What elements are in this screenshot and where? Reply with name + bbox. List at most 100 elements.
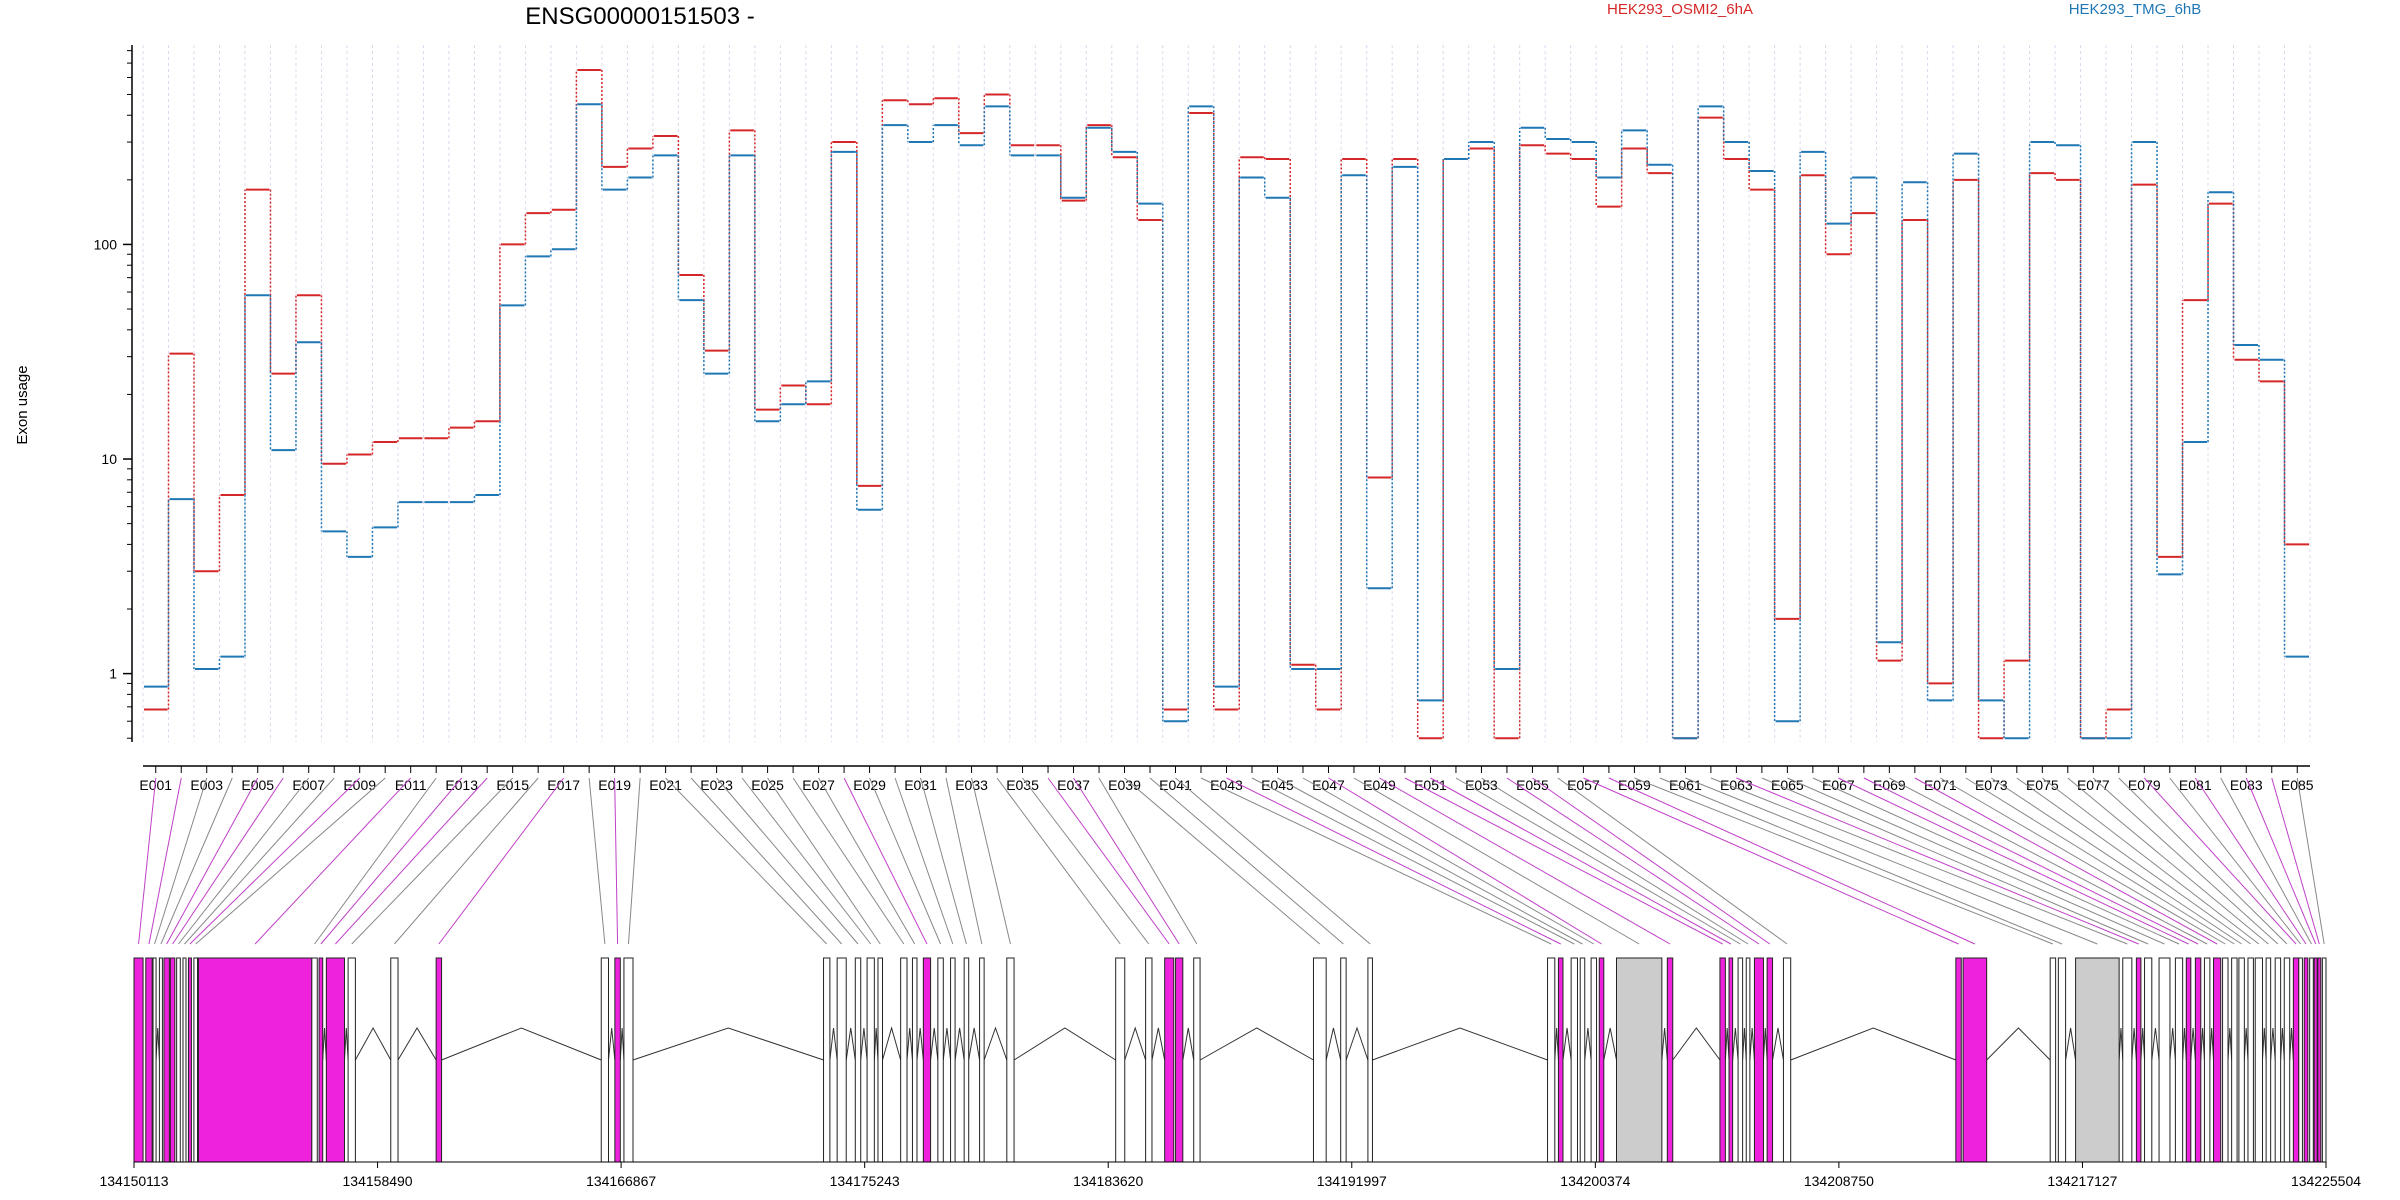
intron-line [1749, 1027, 1755, 1061]
x-tick-label: E073 [1975, 777, 2008, 793]
x-tick-label: E043 [1210, 777, 1243, 793]
intron-line [1325, 1027, 1342, 1061]
intron-line [2151, 1027, 2160, 1061]
exon-connector [1404, 777, 1723, 945]
exon-box [2274, 957, 2282, 1163]
exon-connector [394, 777, 539, 945]
intron-line [2243, 1027, 2249, 1061]
exon-box [950, 957, 956, 1163]
x-tick-label: E075 [2026, 777, 2059, 793]
x-tick-label: E077 [2077, 777, 2110, 793]
intron-line [882, 1026, 902, 1061]
genomic-tick-label: 134225504 [2291, 1173, 2361, 1189]
exon-box [1193, 957, 1201, 1163]
genomic-tick-label: 134191997 [1317, 1173, 1387, 1189]
x-tick-label: E013 [445, 777, 478, 793]
exon-box [2238, 957, 2245, 1163]
exon-connector [154, 777, 208, 945]
connector-layer [138, 777, 2325, 945]
intron-line [1762, 1027, 1768, 1061]
x-tick-label: E011 [395, 777, 427, 793]
intron-line [619, 1027, 625, 1061]
exon-box [1745, 957, 1751, 1163]
x-tick-label: E027 [802, 777, 835, 793]
intron-line [954, 1027, 965, 1061]
series-0 [144, 68, 2309, 740]
exon-connector [894, 777, 954, 945]
intron-line [1345, 1026, 1369, 1061]
exon-connector [195, 777, 386, 945]
exon-connector [1812, 777, 2180, 945]
exon-box [922, 957, 932, 1163]
exon-box [176, 957, 181, 1163]
exon-connector [1761, 777, 2149, 945]
exon-connector [1277, 777, 1583, 945]
y-axis-label: Exon usage [14, 365, 31, 444]
x-tick-label: E081 [2179, 777, 2212, 793]
intron-line [983, 1026, 1008, 1061]
gene-model [133, 957, 2327, 1163]
exon-box [1737, 957, 1744, 1163]
x-tick-label: E063 [1720, 777, 1753, 793]
exon-connector [160, 777, 233, 945]
intron-line [845, 1027, 856, 1061]
exon-box [145, 957, 153, 1163]
exon-box [2057, 957, 2067, 1163]
exon-box [163, 957, 170, 1163]
exon-box [2303, 957, 2309, 1163]
x-tick-label: E067 [1822, 777, 1855, 793]
exon-connector [1506, 777, 1760, 945]
exon-box [347, 957, 356, 1163]
exon-box [2203, 957, 2211, 1163]
exon-connector [138, 777, 157, 945]
exon-box [937, 957, 944, 1163]
intron-line [2140, 1027, 2146, 1061]
exon-connector [1124, 777, 1321, 945]
exon-connector [1379, 777, 1671, 945]
exon-connector [184, 777, 335, 945]
x-tick-label: E033 [955, 777, 988, 793]
exon-connector [1608, 777, 1976, 945]
exon-box [614, 957, 621, 1163]
exon-connector [716, 777, 859, 945]
intron-line [968, 1027, 981, 1061]
exon-box [600, 957, 610, 1163]
intron-line [1672, 1027, 1721, 1061]
exon-connector [1838, 777, 2189, 945]
intron-line [354, 1026, 392, 1061]
exon-box [2212, 957, 2222, 1163]
exon-box [318, 957, 324, 1163]
x-tick-label: E055 [1516, 777, 1549, 793]
exon-box [1145, 957, 1153, 1163]
exon-box [979, 957, 985, 1163]
exon-box [2321, 957, 2327, 1163]
axes-layer: 1 10 100 E001 E003 E005 E007 E009 E011 E013 E015 E0… [94, 45, 2314, 793]
exon-box [900, 957, 908, 1163]
intron-line [2270, 1027, 2276, 1061]
exon-box [1115, 957, 1126, 1163]
x-tick-label: E079 [2128, 777, 2161, 793]
intron-line [632, 1027, 824, 1061]
exon-connector [178, 777, 310, 945]
x-tick-label: E057 [1567, 777, 1600, 793]
exon-connector [1175, 777, 1371, 945]
intron-line [942, 1027, 952, 1061]
intron-line [916, 1027, 924, 1061]
exon-box [1570, 957, 1578, 1163]
x-tick-label: E023 [700, 777, 733, 793]
x-tick-label: E017 [547, 777, 580, 793]
x-tick-label: E025 [751, 777, 784, 793]
exon-connector [2092, 777, 2279, 945]
exon-connector [1787, 777, 2165, 945]
exon-connector [314, 777, 437, 945]
intron-line [397, 1027, 437, 1061]
exon-connector [1022, 777, 1150, 945]
exon-connector [1634, 777, 2054, 945]
exon-connector [1965, 777, 2235, 945]
exon-connector [1914, 777, 2218, 945]
exon-box [1766, 957, 1774, 1163]
x-tick-label: E037 [1057, 777, 1090, 793]
exon-connector [1353, 777, 1640, 945]
exon-box [169, 957, 176, 1163]
exon-box [2185, 957, 2192, 1163]
